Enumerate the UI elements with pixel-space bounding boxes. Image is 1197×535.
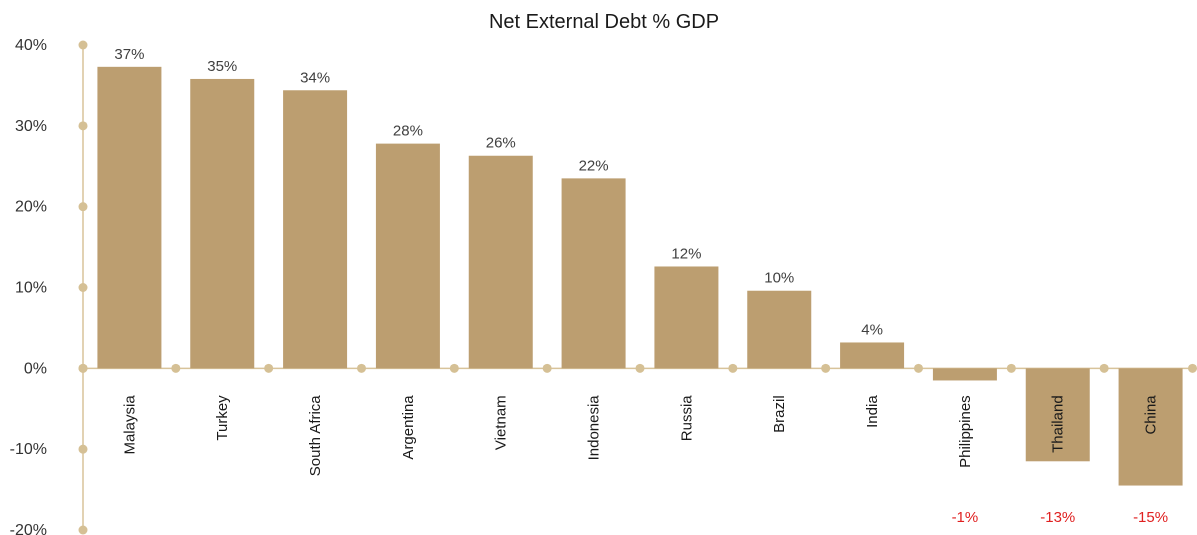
x-tick-marker (78, 363, 88, 373)
category-label: Malaysia (121, 395, 138, 455)
y-tick-marker (78, 444, 88, 454)
chart-title: Net External Debt % GDP (489, 11, 719, 33)
category-label: China (1143, 395, 1160, 435)
x-tick-marker (821, 363, 831, 373)
data-label: 28% (393, 123, 423, 140)
y-tick-label: -20% (10, 522, 47, 535)
bars (97, 66, 1183, 486)
y-axis: 40% 30% 20% 10% 0% -10% -20% (10, 37, 88, 535)
x-tick-marker (171, 363, 181, 373)
y-tick-marker (78, 283, 88, 292)
category-label: South Africa (307, 395, 324, 477)
data-label: -15% (1133, 509, 1168, 526)
bar (468, 155, 533, 369)
data-label: -13% (1040, 509, 1075, 526)
y-tick-label: 20% (15, 199, 47, 216)
x-tick-marker (1099, 363, 1109, 373)
bar (190, 78, 255, 369)
data-label: 12% (671, 245, 701, 262)
bar (561, 178, 626, 369)
data-labels: 37% 35% 34% 28% 26% 22% 12% 10% 4% -1% -13% -15% (114, 46, 1168, 526)
data-label: -1% (952, 509, 979, 526)
data-label: 26% (486, 135, 516, 152)
bar (1025, 368, 1090, 462)
bar (840, 342, 905, 369)
x-tick-marker (1188, 363, 1197, 373)
bar (283, 90, 348, 369)
category-label: Philippines (957, 395, 974, 468)
category-label: India (864, 395, 881, 428)
category-labels: Malaysia Turkey South Africa Argentina Vietn… (121, 395, 1159, 477)
category-label: Turkey (214, 395, 231, 441)
data-label: 22% (579, 157, 609, 174)
x-tick-marker (1006, 363, 1016, 373)
bar (1118, 368, 1183, 486)
y-tick-label: -10% (10, 441, 47, 458)
y-tick-marker (78, 121, 88, 131)
data-label: 4% (861, 321, 883, 338)
category-label: Russia (678, 395, 695, 442)
category-label: Brazil (771, 395, 788, 433)
x-tick-marker (542, 363, 552, 373)
category-label: Argentina (400, 395, 417, 460)
category-label: Thailand (1050, 395, 1067, 453)
data-label: 10% (764, 270, 794, 287)
y-tick-marker (78, 40, 88, 50)
x-tick-marker (914, 363, 923, 373)
x-tick-marker (728, 363, 738, 373)
data-label: 34% (300, 69, 330, 86)
y-tick-marker (78, 202, 88, 212)
x-tick-marker (449, 363, 459, 373)
y-tick-label: 10% (15, 280, 47, 297)
data-label: 37% (114, 46, 144, 63)
x-tick-marker (264, 363, 274, 373)
x-tick-marker (357, 363, 366, 373)
y-tick-marker (78, 525, 88, 535)
data-label: 35% (207, 58, 237, 75)
bar (932, 368, 997, 381)
bar (375, 143, 440, 369)
category-label: Vietnam (493, 395, 510, 450)
y-tick-label: 30% (15, 118, 47, 135)
bar (747, 290, 812, 369)
category-label: Indonesia (586, 395, 603, 461)
y-tick-label: 0% (24, 360, 47, 377)
bar (97, 66, 162, 369)
x-tick-marker (635, 363, 645, 373)
bar (654, 266, 719, 369)
x-axis (78, 363, 1197, 373)
y-tick-label: 40% (15, 37, 47, 54)
